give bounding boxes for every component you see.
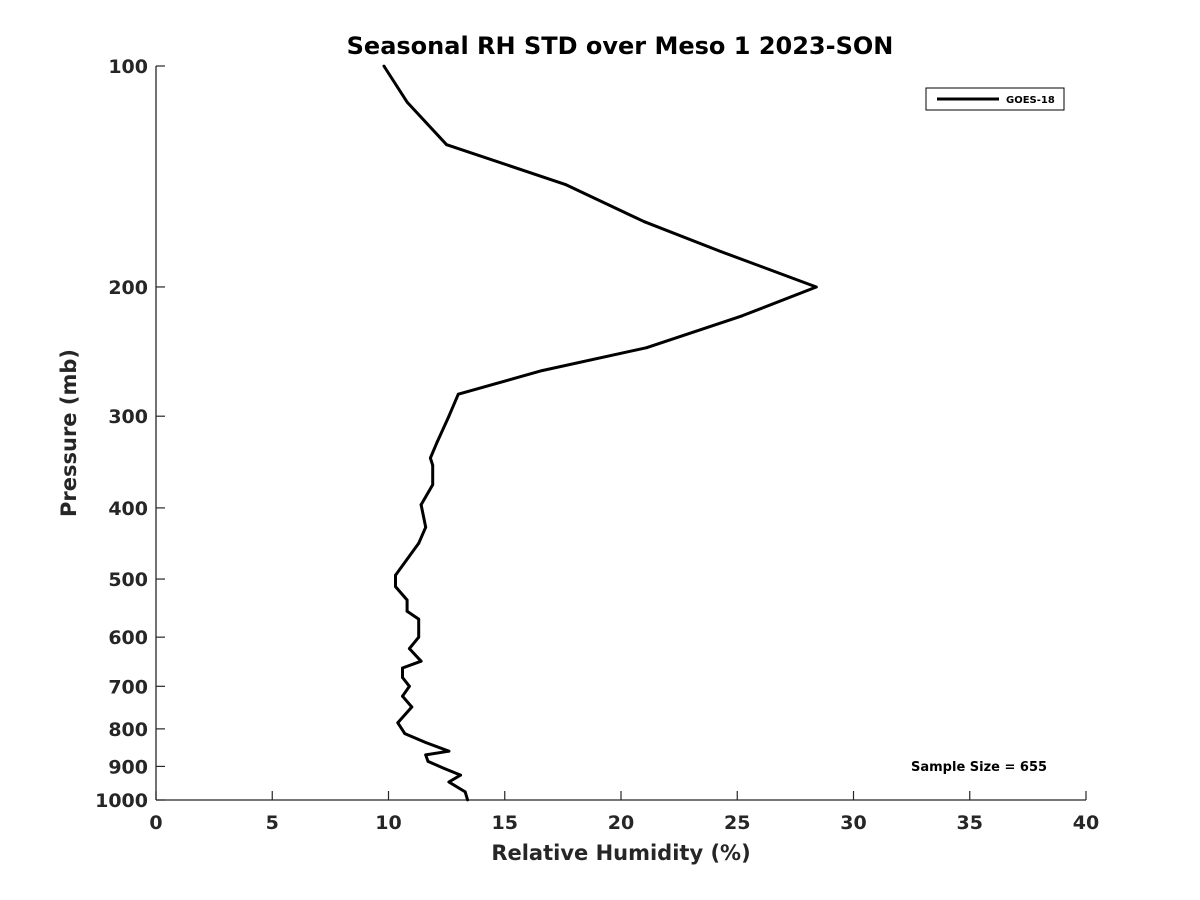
data-point (719, 250, 723, 254)
data-point (431, 463, 435, 467)
x-tick-label: 25 (724, 812, 750, 834)
y-tick-label: 500 (108, 569, 148, 591)
data-point (459, 773, 462, 777)
data-point (463, 790, 467, 794)
x-tick-label: 40 (1073, 812, 1099, 834)
data-point (563, 183, 567, 186)
data-point (396, 721, 400, 725)
y-tick-label: 1000 (95, 790, 148, 812)
data-point (431, 483, 435, 487)
y-tick-label: 700 (108, 676, 148, 698)
data-point (408, 647, 411, 650)
data-point (429, 456, 432, 460)
y-tick-label: 400 (108, 498, 148, 520)
x-tick-label: 0 (149, 812, 162, 834)
legend-label-goes-18: GOES-18 (1006, 95, 1055, 106)
data-point (466, 798, 469, 802)
data-point (382, 64, 386, 68)
data-point (401, 666, 404, 670)
series-line-goes-18 (382, 65, 818, 801)
y-tick-label: 200 (108, 277, 148, 299)
data-point (405, 100, 409, 104)
data-point (447, 414, 451, 418)
data-point (424, 741, 428, 744)
data-point (442, 767, 446, 770)
data-point (408, 684, 411, 688)
data-point (417, 617, 421, 621)
chart-title: Seasonal RH STD over Meso 1 2023-SON (347, 32, 894, 60)
data-point (410, 705, 414, 709)
legend: GOES-18 (925, 87, 1065, 111)
x-tick-label: 10 (375, 812, 401, 834)
y-axis-label: Pressure (mb) (57, 349, 81, 517)
axis-ticks: 0 5 10 15 20 25 30 35 40 100 200 300 400 500 600 700 800… (95, 56, 1099, 834)
data-point (417, 541, 421, 545)
y-tick-label: 900 (108, 756, 148, 778)
data-point (814, 285, 818, 289)
data-point (424, 753, 428, 757)
y-tick-label: 100 (108, 56, 148, 78)
x-axis-label: Relative Humidity (%) (491, 841, 750, 865)
data-point (401, 676, 404, 679)
x-tick-label: 5 (266, 812, 279, 834)
data-point (419, 659, 423, 663)
x-tick-label: 20 (608, 812, 634, 834)
data-point (394, 585, 397, 588)
data-point (419, 503, 423, 507)
data-point (403, 732, 407, 735)
y-tick-label: 300 (108, 406, 148, 428)
sample-size-annotation: Sample Size = 655 (911, 760, 1047, 775)
data-point (447, 780, 451, 784)
plot-area (382, 64, 818, 802)
data-point (405, 609, 409, 613)
data-point (435, 440, 439, 444)
y-tick-label: 800 (108, 719, 148, 741)
data-point (426, 760, 430, 763)
data-point (447, 749, 451, 753)
x-tick-label: 35 (957, 812, 983, 834)
data-point (645, 346, 648, 350)
data-point (417, 635, 421, 639)
data-point (401, 694, 404, 698)
x-tick-label: 15 (492, 812, 518, 834)
data-point (540, 369, 544, 372)
data-point (405, 598, 409, 602)
data-point (424, 525, 428, 529)
data-point (740, 314, 744, 318)
axes (155, 66, 1086, 801)
data-point (394, 573, 397, 577)
y-tick-label: 600 (108, 627, 148, 649)
x-tick-label: 30 (840, 812, 866, 834)
data-point (456, 392, 460, 396)
data-point (445, 143, 448, 147)
data-point (642, 220, 646, 224)
